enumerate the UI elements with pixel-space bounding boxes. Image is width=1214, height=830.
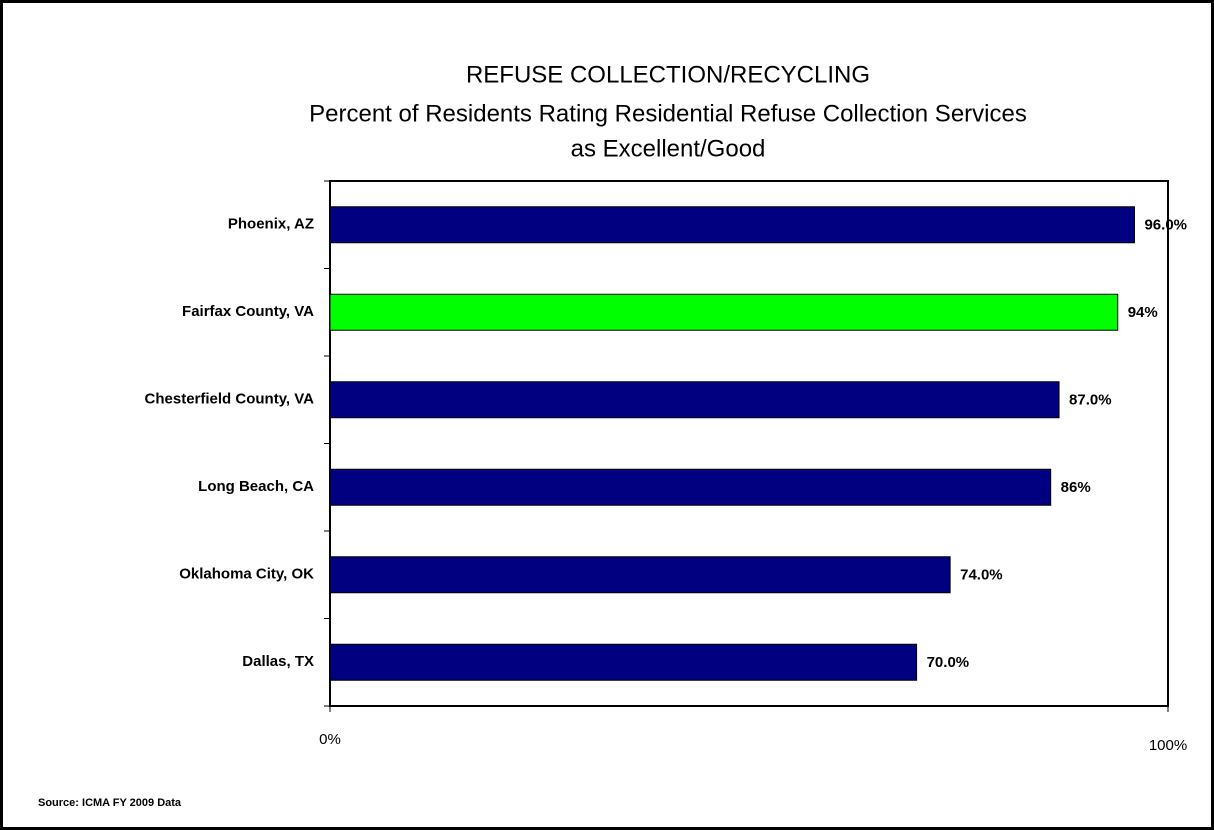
y-tick-label: Phoenix, AZ [228, 216, 314, 233]
y-tick-label: Long Beach, CA [198, 478, 314, 495]
chart-title: REFUSE COLLECTION/RECYCLING [466, 61, 870, 88]
data-label: 70.0% [927, 654, 970, 671]
y-tick-label: Oklahoma City, OK [179, 566, 314, 583]
y-tick-label: Dallas, TX [242, 653, 314, 670]
bar [329, 293, 1119, 331]
bar [329, 643, 918, 681]
bar [329, 556, 951, 594]
data-label: 74.0% [960, 567, 1003, 584]
source-note: Source: ICMA FY 2009 Data [38, 797, 182, 809]
bar [329, 468, 1052, 506]
plot-area [329, 180, 1169, 707]
data-label: 96.0% [1144, 217, 1187, 234]
y-tick-label: Fairfax County, VA [182, 303, 314, 320]
y-tick-label: Chesterfield County, VA [145, 391, 315, 408]
chart-title: as Excellent/Good [571, 135, 766, 162]
x-tick-label: 0% [319, 731, 341, 748]
data-label: 87.0% [1069, 392, 1112, 409]
x-tick-label: 100% [1149, 737, 1187, 754]
data-label: 86% [1061, 479, 1091, 496]
bar [329, 381, 1060, 419]
chart-title: Percent of Residents Rating Residential … [309, 100, 1027, 127]
bar [329, 206, 1135, 244]
data-label: 94% [1128, 304, 1158, 321]
